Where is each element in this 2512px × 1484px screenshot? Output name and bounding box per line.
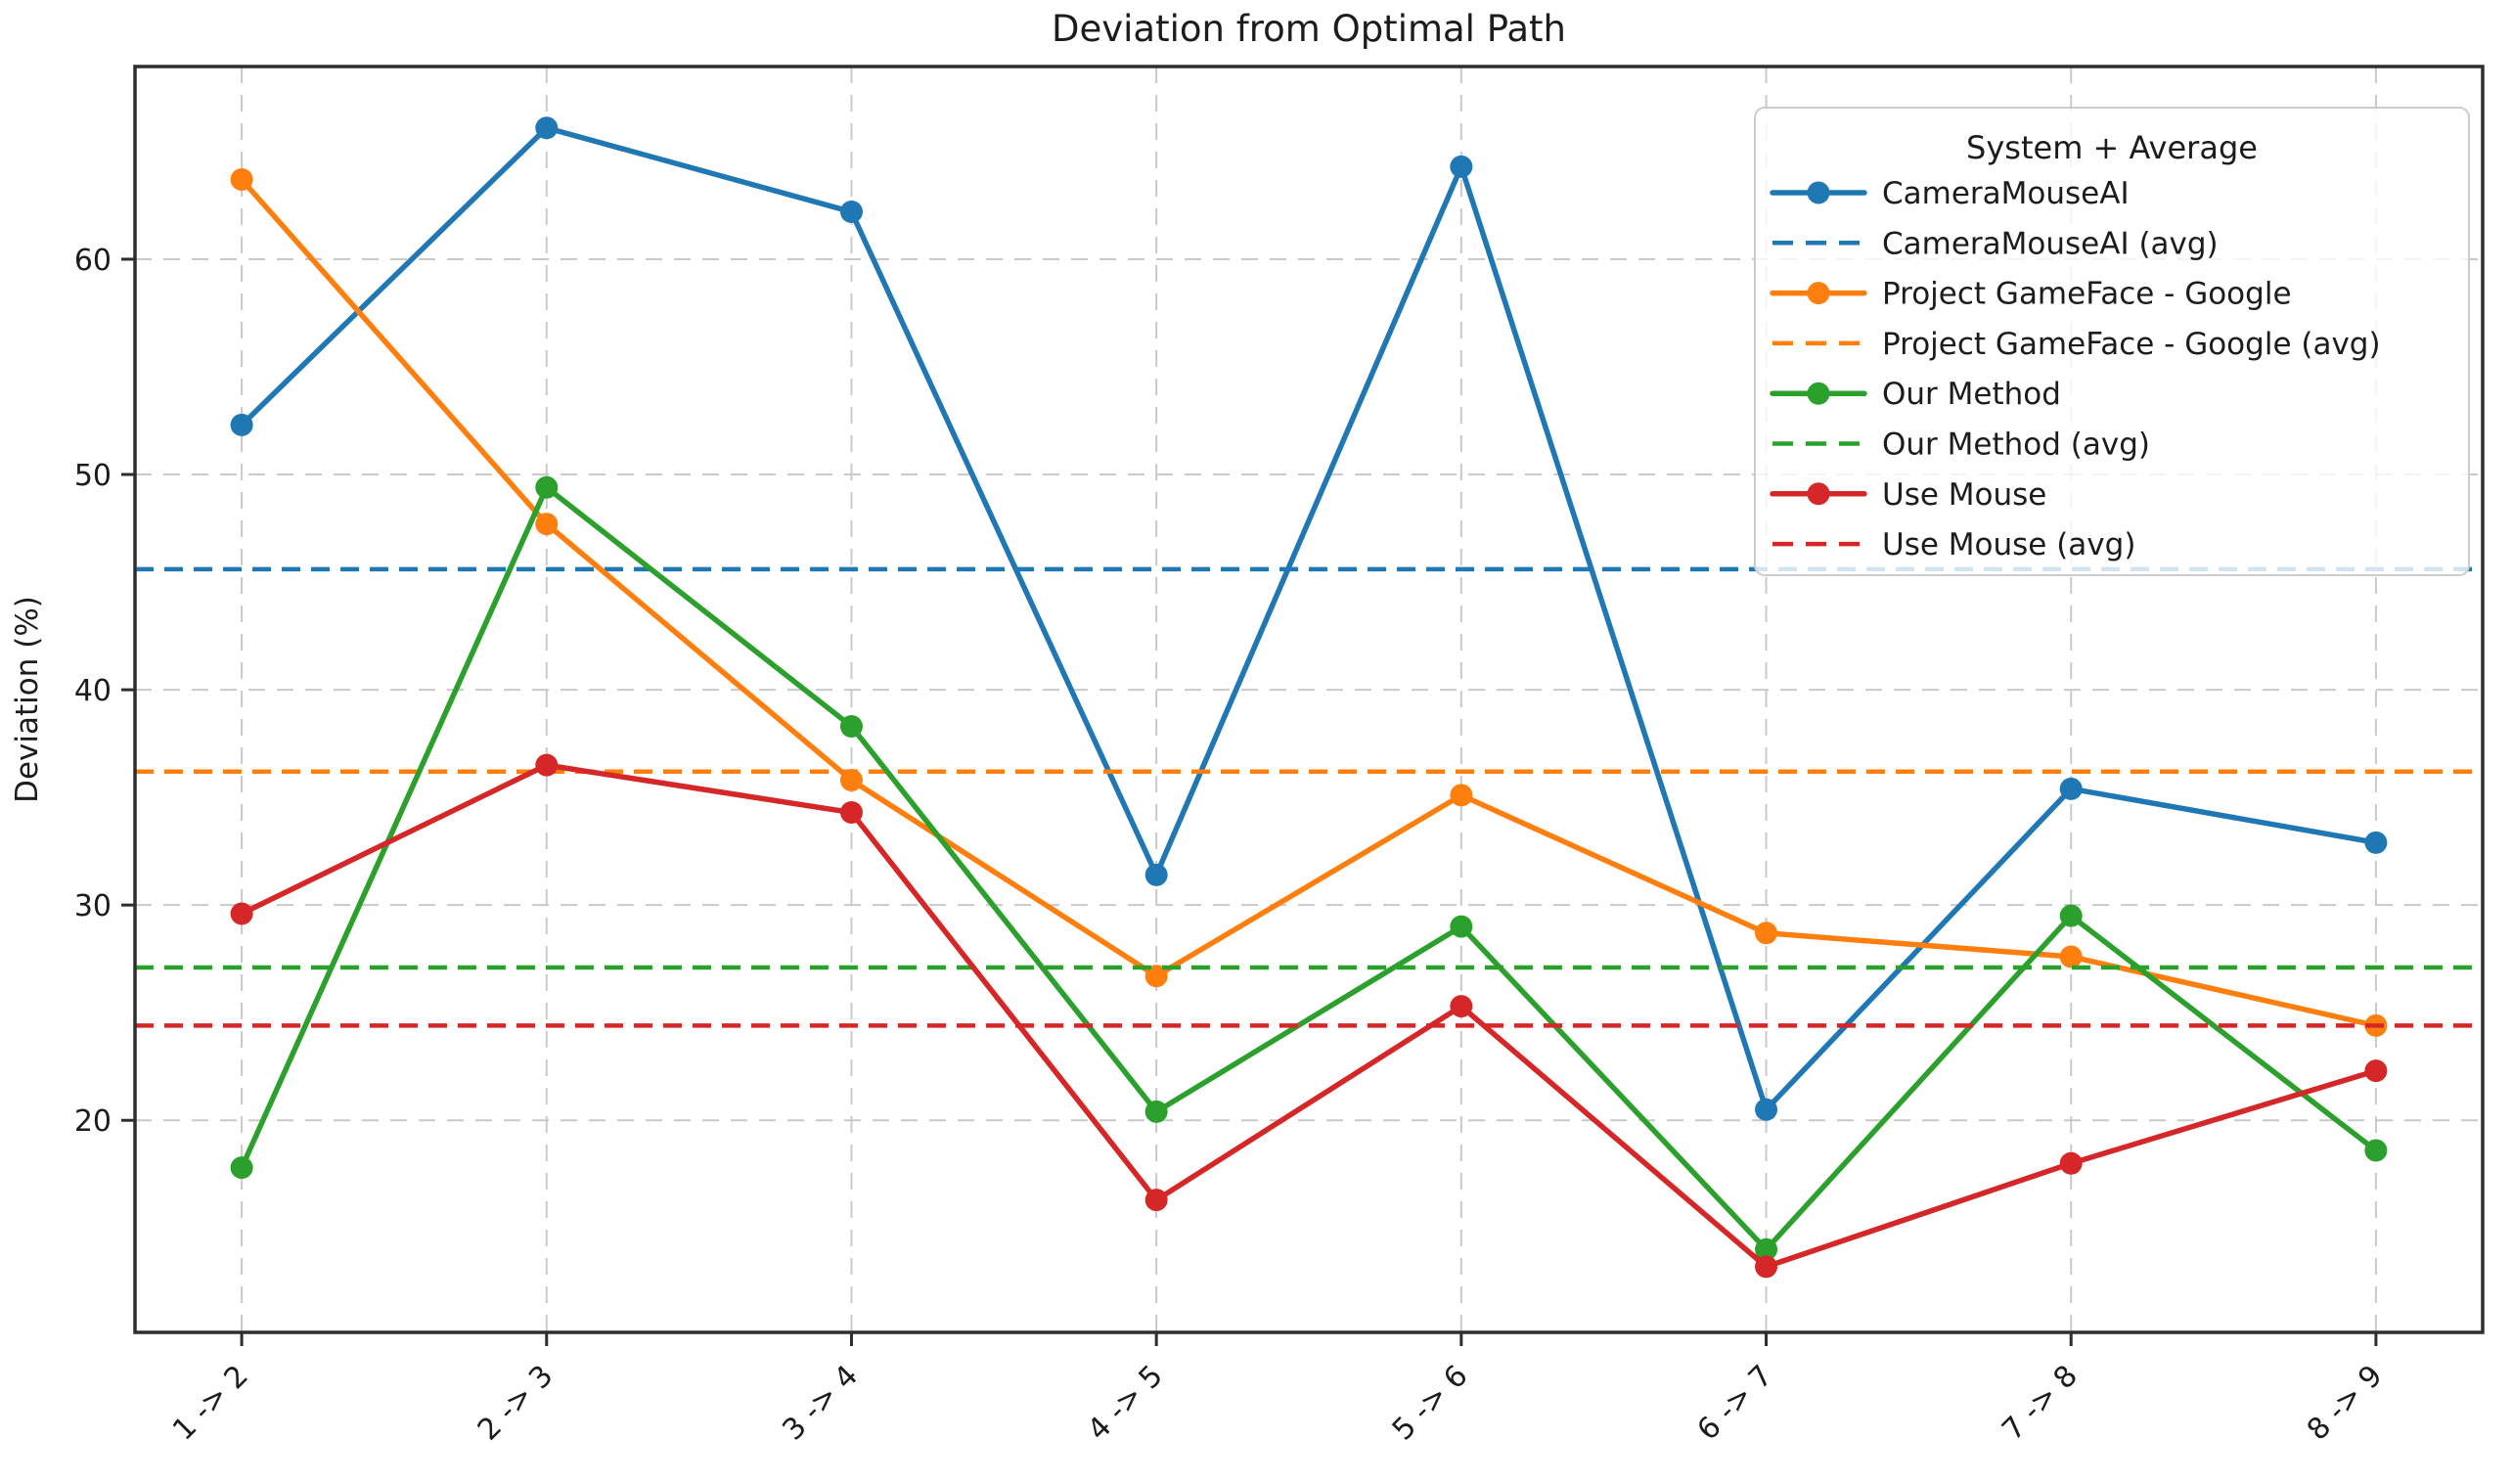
data-point <box>230 902 253 925</box>
x-tick-label: 2 -> 3 <box>471 1359 561 1448</box>
x-tick-label: 7 -> 8 <box>1996 1359 2085 1448</box>
plot-border <box>133 65 2485 1334</box>
data-point <box>2364 831 2388 854</box>
data-point <box>839 801 863 825</box>
data-point <box>839 201 863 224</box>
legend-swatch-marker <box>1807 482 1830 506</box>
y-axis-label: Deviation (%) <box>10 596 45 803</box>
legend-item-label: Use Mouse <box>1882 477 2046 513</box>
y-tick-label: 60 <box>74 244 112 278</box>
data-point <box>1144 1189 1168 1212</box>
legend: System + Average CameraMouseAI CameraMouse… <box>1754 107 2470 576</box>
data-point <box>1144 965 1168 988</box>
series-group <box>135 116 2483 1279</box>
legend-item-label: CameraMouseAI <box>1882 176 2130 211</box>
legend-box <box>1754 107 2470 576</box>
data-point <box>1144 863 1168 886</box>
legend-item-label: Use Mouse (avg) <box>1882 527 2135 562</box>
x-tick-label: 4 -> 5 <box>1081 1359 1170 1448</box>
x-tick-label: 6 -> 7 <box>1691 1359 1780 1448</box>
data-point <box>1755 1255 1778 1279</box>
data-point <box>2059 904 2083 927</box>
x-tick-label: 1 -> 2 <box>166 1359 255 1448</box>
data-point <box>1450 155 1473 178</box>
data-point <box>230 413 253 436</box>
data-point <box>2059 777 2083 800</box>
legend-item-label: Project GameFace - Google <box>1882 277 2292 312</box>
x-tick-label: 3 -> 4 <box>776 1359 865 1448</box>
data-point <box>2364 1059 2388 1083</box>
data-point <box>2059 1151 2083 1175</box>
series-line-2 <box>239 484 2379 1253</box>
y-tick-label: 20 <box>74 1104 112 1139</box>
data-point <box>535 475 559 499</box>
x-tick-label: 8 -> 9 <box>2301 1359 2390 1448</box>
data-point <box>2364 1139 2388 1162</box>
data-point <box>1755 1098 1778 1121</box>
data-point <box>535 513 559 536</box>
legend-title: System + Average <box>1966 129 2258 166</box>
data-point <box>839 715 863 739</box>
data-point <box>1755 922 1778 945</box>
legend-swatch-marker <box>1807 282 1830 305</box>
data-point <box>839 769 863 792</box>
y-tick-label: 50 <box>74 459 112 493</box>
chart-title: Deviation from Optimal Path <box>1052 8 1566 50</box>
y-tick-label: 30 <box>74 889 112 923</box>
data-point <box>535 753 559 777</box>
y-tick-label: 40 <box>74 674 112 708</box>
data-point <box>1144 1100 1168 1123</box>
data-point <box>2059 945 2083 968</box>
x-tick-label: 5 -> 6 <box>1386 1359 1475 1448</box>
legend-swatch-marker <box>1807 382 1830 405</box>
legend-item-label: Our Method (avg) <box>1882 427 2150 463</box>
series-line-0 <box>239 124 2379 1112</box>
data-point <box>230 168 253 192</box>
data-point <box>1450 915 1473 938</box>
data-point <box>535 116 559 140</box>
series-line-1 <box>239 176 2379 1029</box>
legend-item-label: Our Method <box>1882 377 2061 412</box>
series-line-3 <box>239 762 2379 1270</box>
legend-item-label: Project GameFace - Google (avg) <box>1882 327 2381 362</box>
data-point <box>230 1156 253 1180</box>
data-point <box>1755 1237 1778 1261</box>
data-point <box>1450 995 1473 1018</box>
data-point <box>1450 784 1473 807</box>
legend-item-label: CameraMouseAI (avg) <box>1882 226 2219 261</box>
legend-swatch-marker <box>1807 181 1830 204</box>
